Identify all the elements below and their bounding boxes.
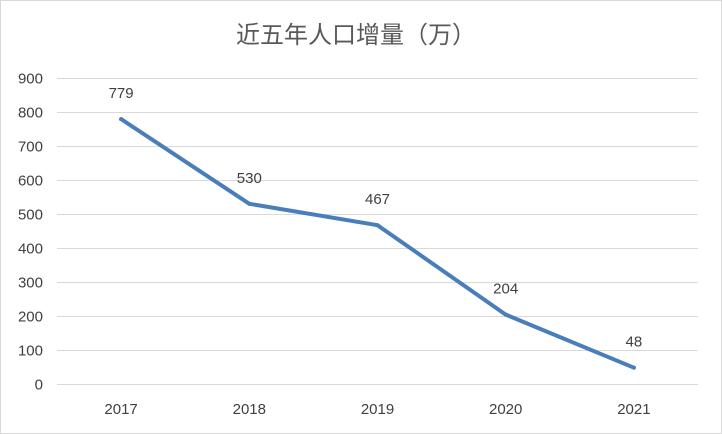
x-tick-label: 2020 xyxy=(489,401,522,418)
data-point xyxy=(375,223,380,228)
y-tick-label: 600 xyxy=(18,173,43,190)
x-axis-tick-labels: 2017 2018 2019 2020 2021 xyxy=(104,401,650,418)
y-tick-label: 100 xyxy=(18,343,43,360)
x-tick-label: 2018 xyxy=(233,401,266,418)
y-tick-label: 700 xyxy=(18,139,43,156)
series-line xyxy=(119,117,636,370)
y-tick-label: 300 xyxy=(18,275,43,292)
y-tick-label: 400 xyxy=(18,241,43,258)
y-tick-label: 500 xyxy=(18,207,43,224)
x-tick-label: 2017 xyxy=(104,401,137,418)
data-point xyxy=(631,365,636,370)
chart-title: 近五年人口增量（万） xyxy=(236,21,476,49)
x-tick-label: 2021 xyxy=(617,401,650,418)
y-tick-label: 200 xyxy=(18,309,43,326)
y-axis-tick-labels: 0 100 200 300 400 500 600 700 800 900 xyxy=(18,71,43,394)
data-label: 467 xyxy=(365,191,390,208)
data-labels: 779 530 467 204 48 xyxy=(109,85,643,351)
series-lines xyxy=(119,117,636,370)
y-tick-label: 900 xyxy=(18,71,43,88)
data-label: 530 xyxy=(237,170,262,187)
data-point xyxy=(247,201,252,206)
y-tick-label: 0 xyxy=(35,377,43,394)
x-tick-label: 2019 xyxy=(361,401,394,418)
gridlines xyxy=(57,78,698,385)
data-label: 204 xyxy=(493,281,518,298)
data-point xyxy=(503,312,508,317)
y-tick-label: 800 xyxy=(18,105,43,122)
data-label: 48 xyxy=(626,334,643,351)
data-label: 779 xyxy=(109,85,134,102)
data-point xyxy=(119,117,124,122)
